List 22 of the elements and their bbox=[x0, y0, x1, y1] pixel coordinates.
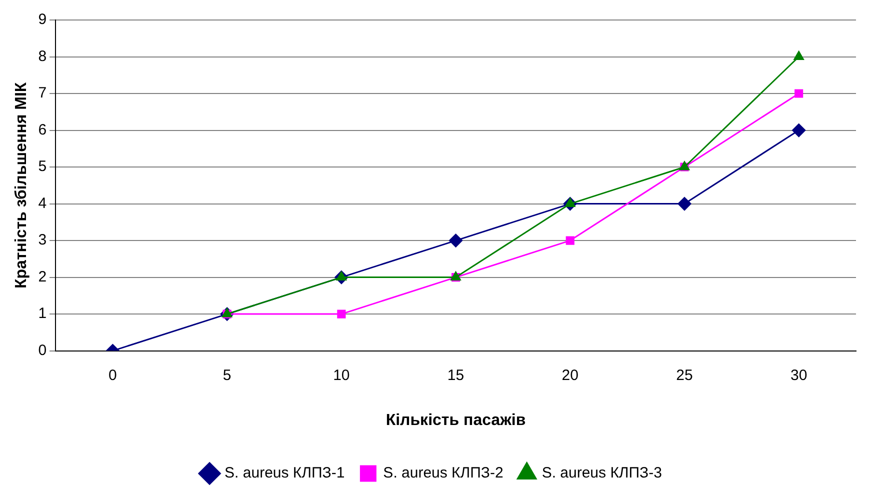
x-tick-label: 30 bbox=[790, 366, 808, 384]
legend-label: S. aureus КЛПЗ-2 bbox=[383, 464, 504, 482]
y-tick-label: 8 bbox=[38, 48, 47, 65]
y-tick-label: 7 bbox=[38, 84, 47, 102]
y-tick-label: 5 bbox=[38, 158, 47, 176]
y-axis-title: Кратність збільшення МІК bbox=[13, 82, 30, 288]
x-tick-label: 25 bbox=[676, 366, 693, 384]
legend-label: S. aureus КЛПЗ-1 bbox=[224, 464, 345, 482]
y-tick-label: 4 bbox=[38, 194, 47, 212]
x-tick-label: 20 bbox=[562, 366, 578, 384]
y-tick-label: 6 bbox=[38, 121, 47, 138]
x-tick-label: 10 bbox=[333, 366, 350, 384]
y-tick-label: 2 bbox=[38, 268, 47, 286]
x-tick-label: 0 bbox=[108, 366, 117, 384]
x-axis-title: Кількість пасажів bbox=[386, 412, 526, 429]
y-tick-label: 9 bbox=[38, 11, 47, 28]
y-tick-label: 0 bbox=[38, 342, 47, 359]
legend-label: S. aureus КЛПЗ-3 bbox=[542, 464, 662, 482]
x-tick-label: 5 bbox=[222, 366, 232, 384]
y-tick-label: 1 bbox=[38, 305, 47, 322]
x-tick-label: 15 bbox=[447, 366, 464, 384]
y-tick-label: 3 bbox=[38, 232, 47, 249]
